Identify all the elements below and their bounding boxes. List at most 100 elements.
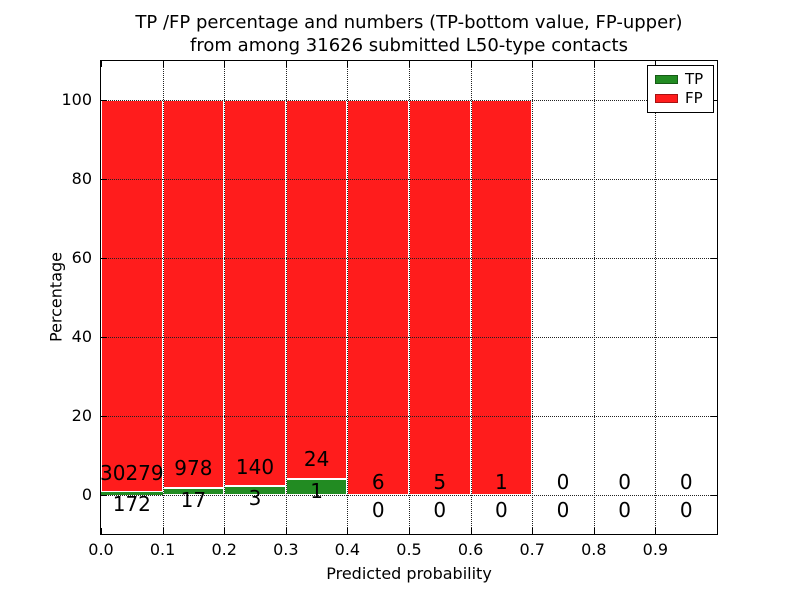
y-tick-mark (711, 258, 717, 260)
x-tick-label: 0.9 (642, 540, 669, 559)
legend: TP FP (647, 65, 714, 113)
fp-count-label: 5 (433, 469, 447, 494)
y-tick-mark (711, 415, 717, 417)
vertical-gridline (285, 61, 287, 534)
x-tick-label: 0.4 (334, 540, 361, 559)
legend-item-fp: FP (655, 91, 706, 106)
bar-fp (101, 100, 163, 493)
y-tick-label: 20 (71, 405, 92, 425)
y-tick-label: 60 (71, 248, 92, 268)
bar-fp (285, 100, 348, 479)
legend-label-fp: FP (685, 89, 703, 107)
x-tick-mark (593, 61, 595, 67)
x-tick-mark (347, 61, 349, 67)
x-tick-label: 0.0 (88, 540, 114, 559)
y-tick-mark (101, 415, 107, 417)
x-tick-label: 0.5 (396, 540, 422, 559)
fp-count-label: 978 (174, 456, 213, 481)
bar-fp (224, 100, 286, 487)
x-tick-mark (532, 528, 534, 534)
horizontal-gridline (101, 100, 717, 102)
tp-count-label: 0 (495, 498, 508, 523)
vertical-gridline (532, 61, 534, 534)
bar-tp (101, 492, 163, 495)
x-tick-mark (409, 61, 410, 67)
x-tick-label: 0.2 (211, 540, 237, 559)
tp-count-label: 17 (180, 487, 207, 512)
y-tick-label: 40 (71, 326, 92, 346)
x-tick-label: 0.8 (581, 540, 607, 559)
y-tick-label: 0 (81, 484, 92, 504)
horizontal-gridline (101, 258, 717, 260)
y-tick-mark (711, 336, 717, 338)
fp-count-label: 0 (556, 469, 570, 494)
fp-color-swatch (655, 94, 678, 103)
legend-item-tp: TP (655, 72, 706, 87)
y-tick-mark (711, 100, 717, 102)
tp-count-label: 0 (433, 498, 447, 523)
x-tick-mark (285, 61, 287, 67)
chart-title-line1: TP /FP percentage and numbers (TP-bottom… (135, 12, 683, 33)
vertical-gridline (470, 61, 472, 534)
y-tick-mark (101, 494, 107, 496)
x-axis-label: Predicted probability (326, 564, 492, 583)
horizontal-gridline (101, 415, 717, 417)
x-tick-mark (101, 61, 102, 67)
fp-count-label: 0 (679, 469, 693, 494)
fp-count-label: 24 (303, 447, 330, 472)
x-tick-mark (655, 528, 657, 534)
y-tick-mark (711, 494, 717, 496)
x-tick-mark (532, 61, 534, 67)
x-tick-mark (409, 528, 410, 534)
fp-count-label: 6 (371, 469, 385, 494)
tp-count-label: 0 (371, 498, 385, 523)
x-tick-mark (470, 528, 472, 534)
y-tick-mark (101, 179, 107, 181)
fp-count-label: 1 (495, 469, 508, 494)
x-tick-mark (347, 528, 349, 534)
horizontal-gridline (101, 336, 717, 338)
bar-fp (409, 100, 471, 495)
bar-fp (470, 100, 533, 495)
vertical-gridline (655, 61, 657, 534)
y-tick-mark (101, 336, 107, 338)
tp-color-swatch (655, 75, 678, 84)
vertical-gridline (224, 61, 226, 534)
x-tick-mark (162, 61, 164, 67)
y-tick-label: 100 (61, 90, 92, 110)
x-tick-label: 0.1 (149, 540, 176, 559)
fp-count-label: 0 (618, 469, 631, 494)
x-tick-mark (162, 528, 164, 534)
x-tick-mark (224, 61, 226, 67)
x-tick-mark (285, 528, 287, 534)
x-tick-mark (593, 528, 595, 534)
y-tick-mark (101, 258, 107, 260)
tp-count-label: 1 (310, 478, 323, 503)
y-tick-mark (711, 179, 717, 181)
tp-count-label: 0 (618, 498, 631, 523)
vertical-gridline (162, 61, 164, 534)
chart-title-line2: from among 31626 submitted L50-type cont… (190, 35, 628, 56)
x-tick-mark (101, 528, 102, 534)
legend-label-tp: TP (685, 70, 704, 88)
x-tick-label: 0.7 (519, 540, 545, 559)
horizontal-gridline (101, 494, 717, 496)
tp-count-label: 3 (248, 486, 262, 511)
vertical-gridline (409, 61, 410, 534)
y-tick-label: 80 (71, 169, 92, 189)
x-tick-mark (655, 61, 657, 67)
fp-count-label: 30279 (100, 460, 164, 485)
x-tick-mark (470, 61, 472, 67)
bar-fp (347, 100, 409, 495)
tp-count-label: 172 (112, 492, 151, 517)
fp-count-label: 140 (235, 454, 275, 479)
x-tick-mark (224, 528, 226, 534)
x-tick-label: 0.3 (273, 540, 299, 559)
y-tick-mark (101, 100, 107, 102)
plot-area: 30279 172 978 17 140 3 24 1 6 0 5 0 1 0 0 0 0 0 0 0 (100, 60, 718, 535)
vertical-gridline (593, 61, 595, 534)
tp-count-label: 0 (556, 498, 570, 523)
x-tick-label: 0.6 (457, 540, 484, 559)
tp-count-label: 0 (679, 498, 693, 523)
